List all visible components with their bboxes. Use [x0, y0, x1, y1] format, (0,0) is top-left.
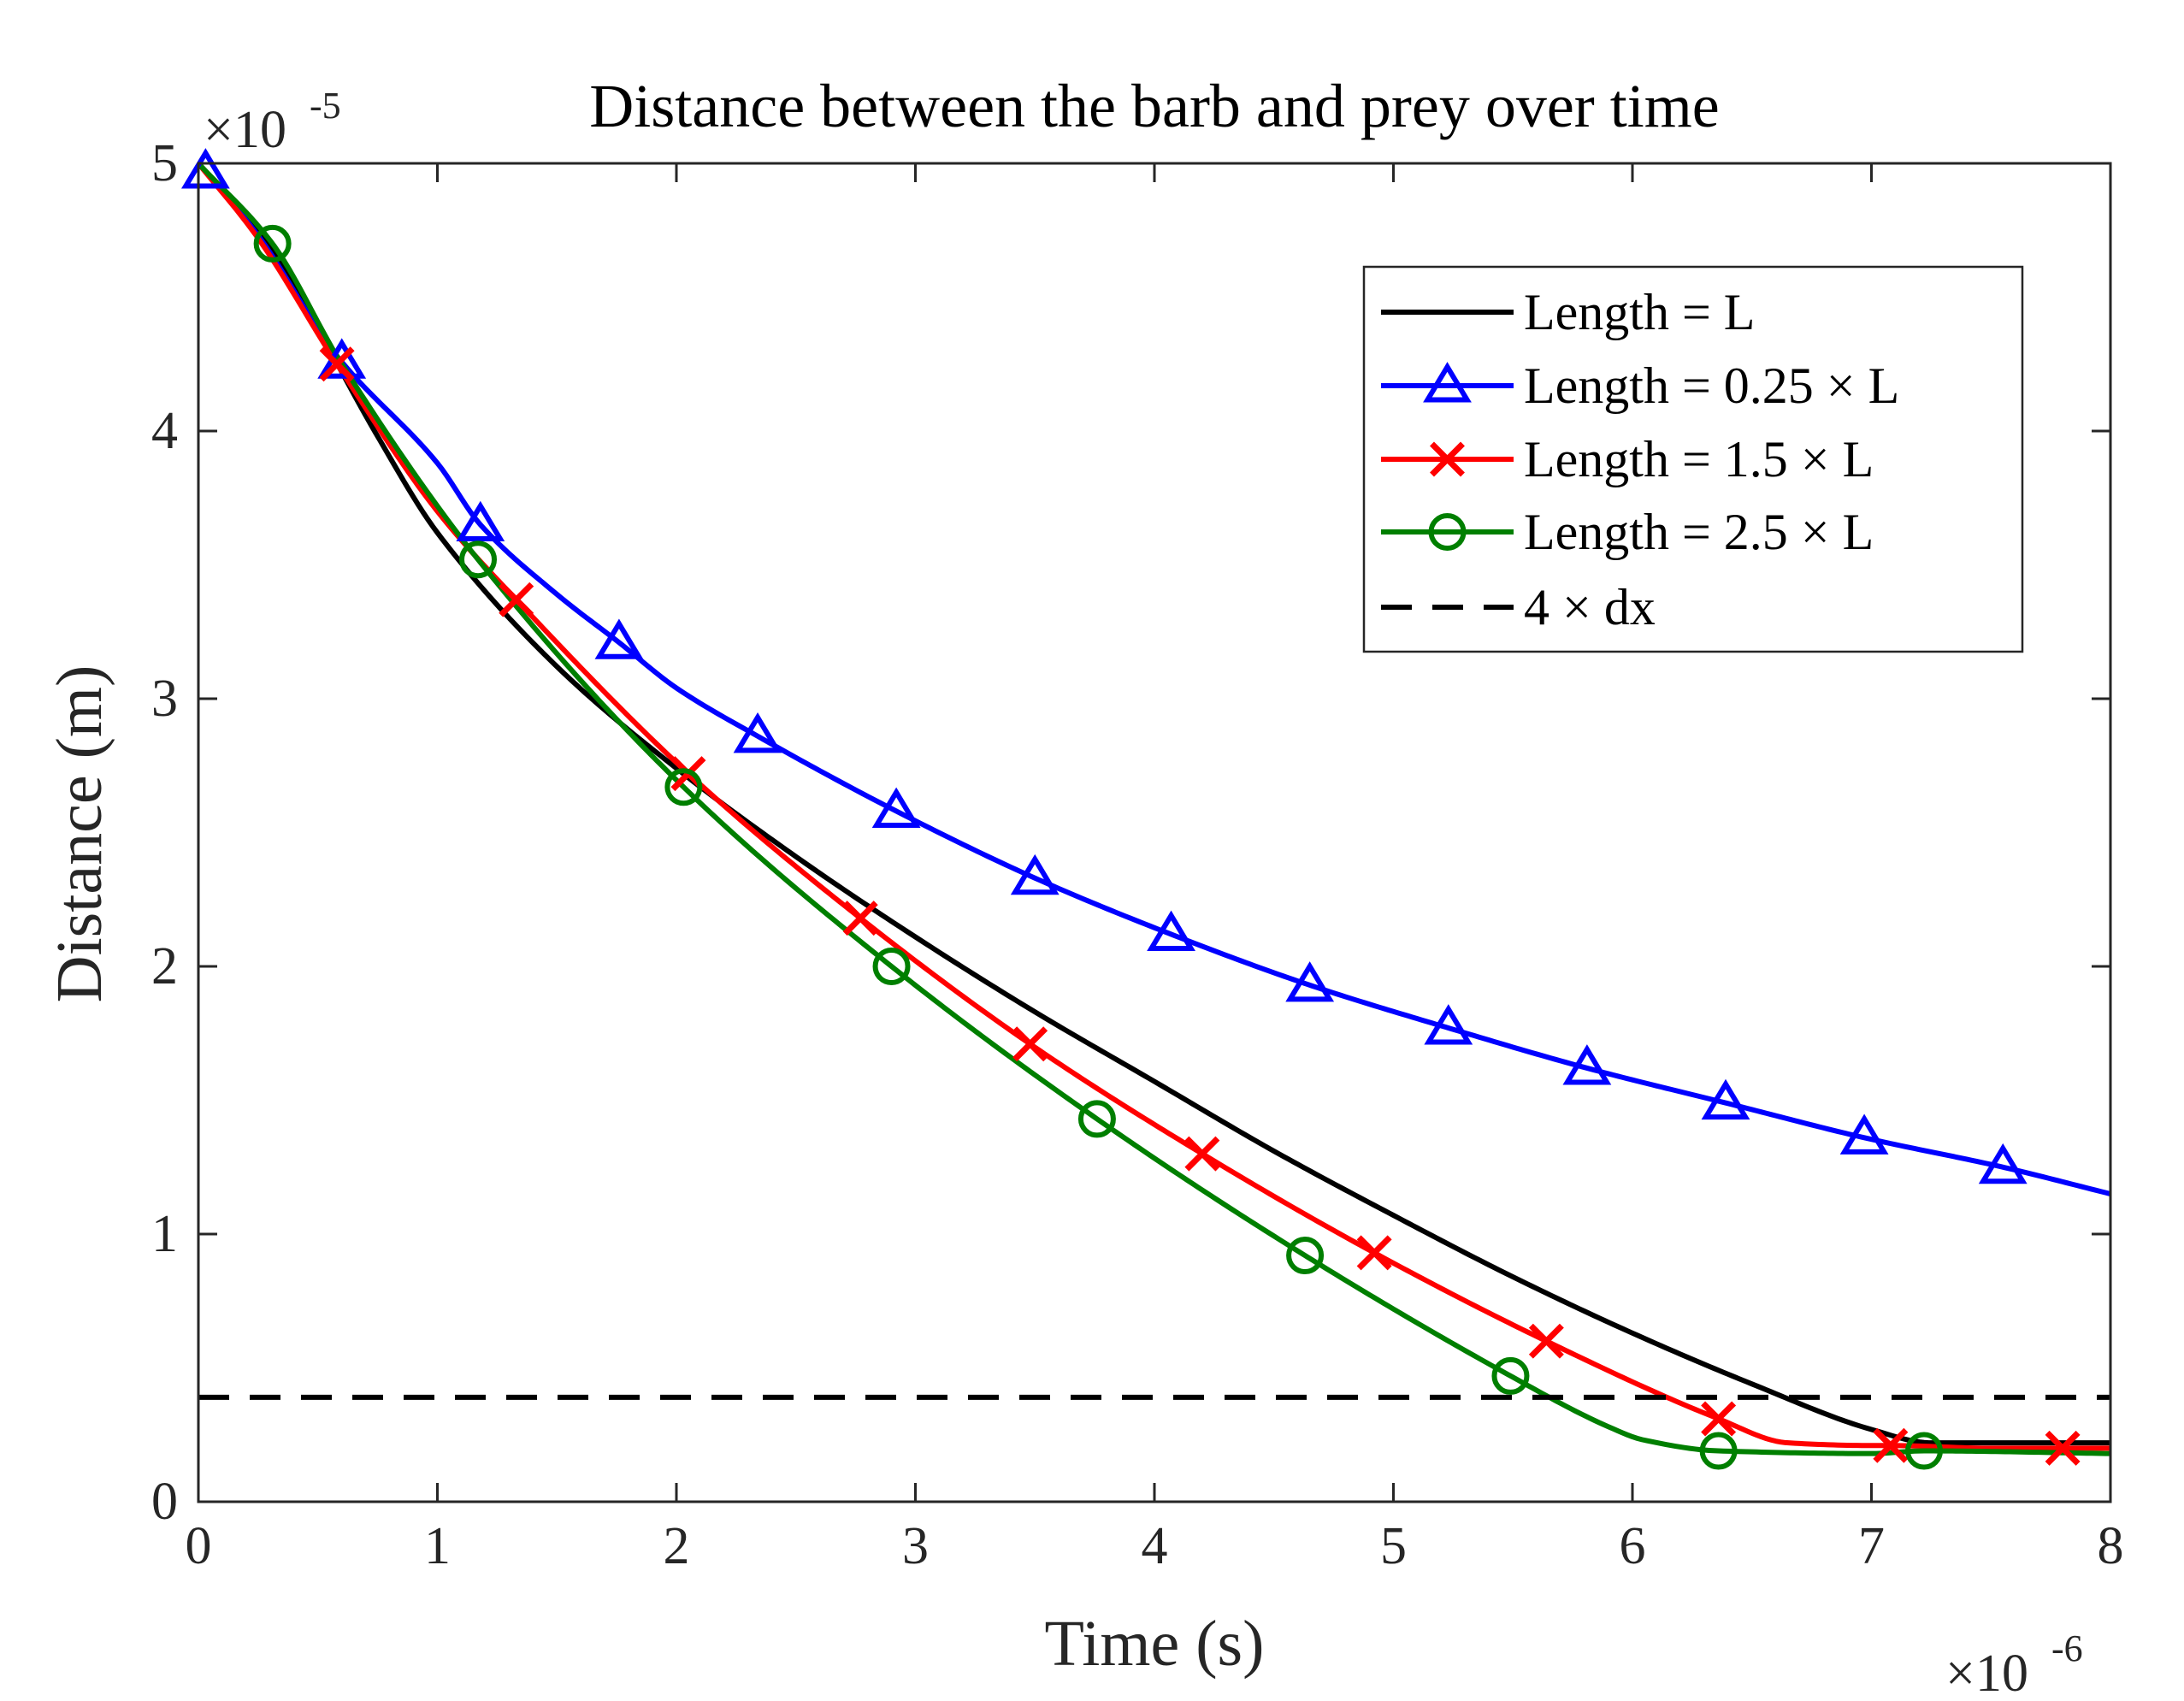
marker-length-1-5-x-l-5	[1184, 1136, 1220, 1172]
series-lines	[196, 161, 2111, 1456]
marker-length-0-25-x-l-4	[733, 712, 782, 753]
legend: Length = L Length = 0.25 × L Length = 1.5 …	[1362, 265, 2024, 653]
x-tick-label-7: 7	[1858, 1517, 1885, 1575]
x-tick-labels: 0 1 2 3 4 5 6 7 8	[186, 1517, 2124, 1575]
legend-marker-length-0-25-x-l	[1423, 362, 1472, 403]
x-tick-label-6: 6	[1620, 1517, 1646, 1575]
x-tick-label-2: 2	[664, 1517, 690, 1575]
y-tick-label-3: 3	[151, 670, 178, 728]
x-tick-label-3: 3	[902, 1517, 929, 1575]
x-exponent: -6	[2051, 1627, 2083, 1669]
marker-length-0-25-x-l-10	[1562, 1044, 1612, 1085]
marker-length-1-5-x-l-7	[1528, 1323, 1564, 1359]
marker-length-0-25-x-l-13	[1978, 1143, 2028, 1184]
legend-label-length-l: Length = L	[1524, 284, 1755, 340]
marker-length-0-25-x-l-0	[180, 148, 230, 189]
series-markers	[180, 148, 2081, 1470]
y-multiplier: ×10	[204, 101, 286, 159]
marker-length-1-5-x-l-1	[499, 582, 534, 617]
x-axis-label: Time (s)	[1045, 1608, 1265, 1680]
marker-length-0-25-x-l-3	[594, 618, 644, 659]
x-tick-label-4: 4	[1142, 1517, 1168, 1575]
marker-length-2-5-x-l-8	[1904, 1432, 1943, 1470]
legend-label-4-x-dx: 4 × dx	[1524, 579, 1656, 635]
marker-length-2-5-x-l-3	[872, 948, 911, 985]
marker-length-2-5-x-l-0	[253, 224, 292, 263]
x-exponent-label: ×10 -6	[1945, 1627, 2083, 1701]
legend-label-length-0-25-x-l: Length = 0.25 × L	[1524, 357, 1899, 414]
y-tick-labels: 0 1 2 3 4 5	[151, 134, 178, 1531]
marker-length-1-5-x-l-4	[1012, 1026, 1048, 1062]
y-exponent-label: ×10 -5	[204, 85, 341, 159]
series-line-length-2-5-x-l	[196, 161, 2111, 1456]
y-tick-label-2: 2	[151, 937, 178, 995]
marker-length-2-5-x-l-2	[664, 768, 703, 806]
marker-length-1-5-x-l-3	[842, 901, 878, 936]
x-tick-label-8: 8	[2098, 1517, 2124, 1575]
series-line-length-l	[196, 161, 2110, 1446]
x-tick-label-5: 5	[1380, 1517, 1407, 1575]
marker-length-2-5-x-l-1	[459, 540, 498, 579]
marker-length-1-5-x-l-9	[1873, 1427, 1909, 1463]
legend-items: Length = L Length = 0.25 × L Length = 1.5 …	[1381, 284, 1899, 635]
marker-length-0-25-x-l-5	[871, 787, 921, 828]
x-multiplier: ×10	[1945, 1645, 2028, 1701]
chart-title: Distance between the barb and prey over …	[589, 72, 1719, 140]
y-exponent: -5	[310, 85, 341, 127]
y-axis-label: Distance (m)	[44, 665, 115, 1003]
marker-length-2-5-x-l-6	[1491, 1356, 1530, 1395]
axis-ticks	[197, 162, 2112, 1503]
y-tick-label-1: 1	[151, 1205, 178, 1263]
marker-length-0-25-x-l-11	[1701, 1078, 1750, 1120]
series-line-length-0-25-x-l	[196, 162, 2111, 1196]
y-tick-label-5: 5	[151, 134, 178, 192]
marker-length-0-25-x-l-9	[1424, 1004, 1473, 1045]
legend-label-length-1-5-x-l: Length = 1.5 × L	[1524, 431, 1874, 487]
marker-length-2-5-x-l-4	[1077, 1100, 1116, 1138]
marker-length-1-5-x-l-6	[1356, 1235, 1392, 1271]
marker-length-0-25-x-l-8	[1285, 961, 1335, 1002]
marker-length-1-5-x-l-0	[319, 346, 355, 382]
legend-label-length-2-5-x-l: Length = 2.5 × L	[1524, 504, 1874, 560]
legend-marker-length-2-5-x-l	[1428, 513, 1467, 551]
marker-length-1-5-x-l-8	[1701, 1401, 1737, 1437]
marker-length-1-5-x-l-10	[2045, 1430, 2081, 1466]
y-tick-label-0: 0	[151, 1473, 178, 1531]
x-tick-label-0: 0	[186, 1517, 212, 1575]
marker-length-2-5-x-l-5	[1286, 1237, 1325, 1275]
x-tick-label-1: 1	[424, 1517, 451, 1575]
marker-length-0-25-x-l-12	[1839, 1113, 1889, 1155]
legend-marker-length-1-5-x-l	[1430, 441, 1465, 477]
y-tick-label-4: 4	[151, 402, 178, 460]
marker-length-0-25-x-l-7	[1147, 910, 1195, 951]
marker-length-0-25-x-l-2	[456, 500, 505, 542]
marker-length-2-5-x-l-7	[1699, 1432, 1738, 1470]
marker-length-0-25-x-l-6	[1010, 853, 1060, 895]
